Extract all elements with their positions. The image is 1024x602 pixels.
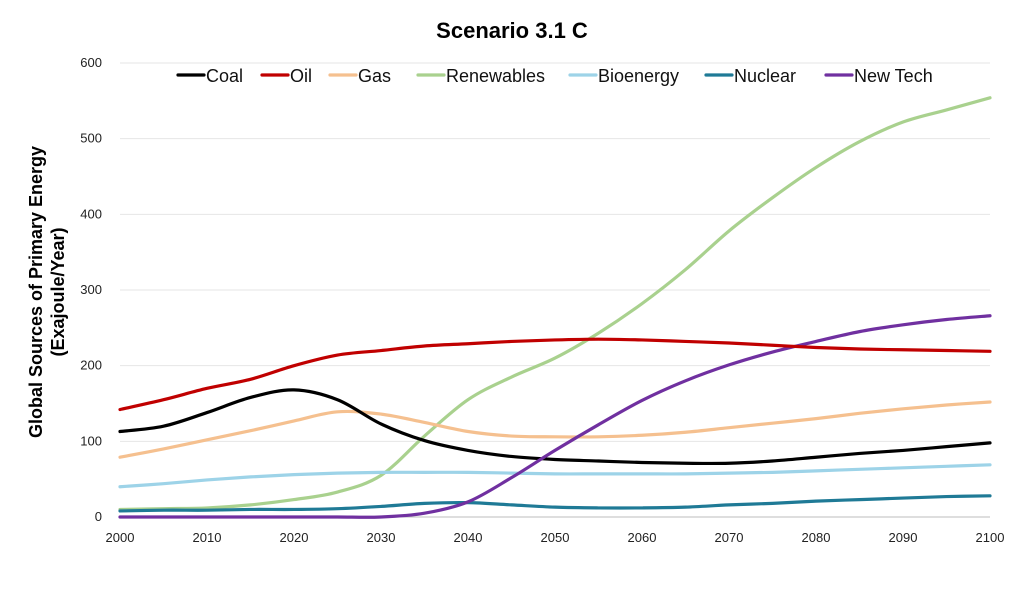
legend-label: Bioenergy (598, 66, 679, 86)
y-tick-label: 400 (80, 206, 102, 221)
y-tick-label: 100 (80, 433, 102, 448)
x-tick-label: 2080 (802, 530, 831, 545)
x-tick-label: 2010 (193, 530, 222, 545)
gridlines (120, 62, 990, 442)
y-tick-label: 600 (80, 55, 102, 70)
legend-item-coal: Coal (176, 66, 243, 86)
x-tick-label: 2060 (628, 530, 657, 545)
x-tick-label: 2070 (715, 530, 744, 545)
x-tick-label: 2020 (280, 530, 309, 545)
y-tick-label: 300 (80, 282, 102, 297)
legend-label: Oil (290, 66, 312, 86)
series-line-bioenergy (118, 463, 992, 489)
legend-item-renewables: Renewables (416, 66, 545, 86)
series-lines (118, 96, 992, 519)
y-axis-title-line-2: (Exajoule/Year) (48, 227, 68, 356)
chart-title: Scenario 3.1 C (436, 18, 588, 43)
series-line-gas (118, 400, 992, 459)
legend-label: Gas (358, 66, 391, 86)
y-axis-title: Global Sources of Primary Energy (Exajou… (26, 146, 68, 438)
x-tick-label: 2100 (976, 530, 1005, 545)
y-tick-label: 0 (95, 509, 102, 524)
x-tick-labels: 2000 2010 2020 2030 2040 2050 2060 2070 2080 2090… (106, 530, 1005, 545)
series-line-renewables (118, 96, 992, 512)
legend-item-gas: Gas (328, 66, 391, 86)
y-tick-label: 200 (80, 358, 102, 373)
legend-label: Nuclear (734, 66, 796, 86)
series-line-coal (118, 388, 992, 466)
series-line-nuclear (118, 494, 992, 513)
x-tick-label: 2030 (367, 530, 396, 545)
series-line-oil (118, 337, 992, 412)
legend: Coal Oil Gas Renewables Bioenergy Nuclear New … (176, 66, 933, 86)
x-tick-label: 2090 (889, 530, 918, 545)
legend-item-bioenergy: Bioenergy (568, 66, 679, 86)
y-axis-title-line-1: Global Sources of Primary Energy (26, 146, 46, 438)
legend-label: Renewables (446, 66, 545, 86)
legend-label: New Tech (854, 66, 933, 86)
legend-item-oil: Oil (260, 66, 312, 86)
y-tick-label: 500 (80, 131, 102, 146)
x-tick-label: 2000 (106, 530, 135, 545)
x-tick-label: 2050 (541, 530, 570, 545)
legend-label: Coal (206, 66, 243, 86)
legend-item-new-tech: New Tech (824, 66, 933, 86)
x-tick-label: 2040 (454, 530, 483, 545)
legend-item-nuclear: Nuclear (704, 66, 796, 86)
y-tick-labels: 0 100 200 300 400 500 600 (80, 55, 102, 524)
series-line-new-tech (118, 314, 992, 519)
